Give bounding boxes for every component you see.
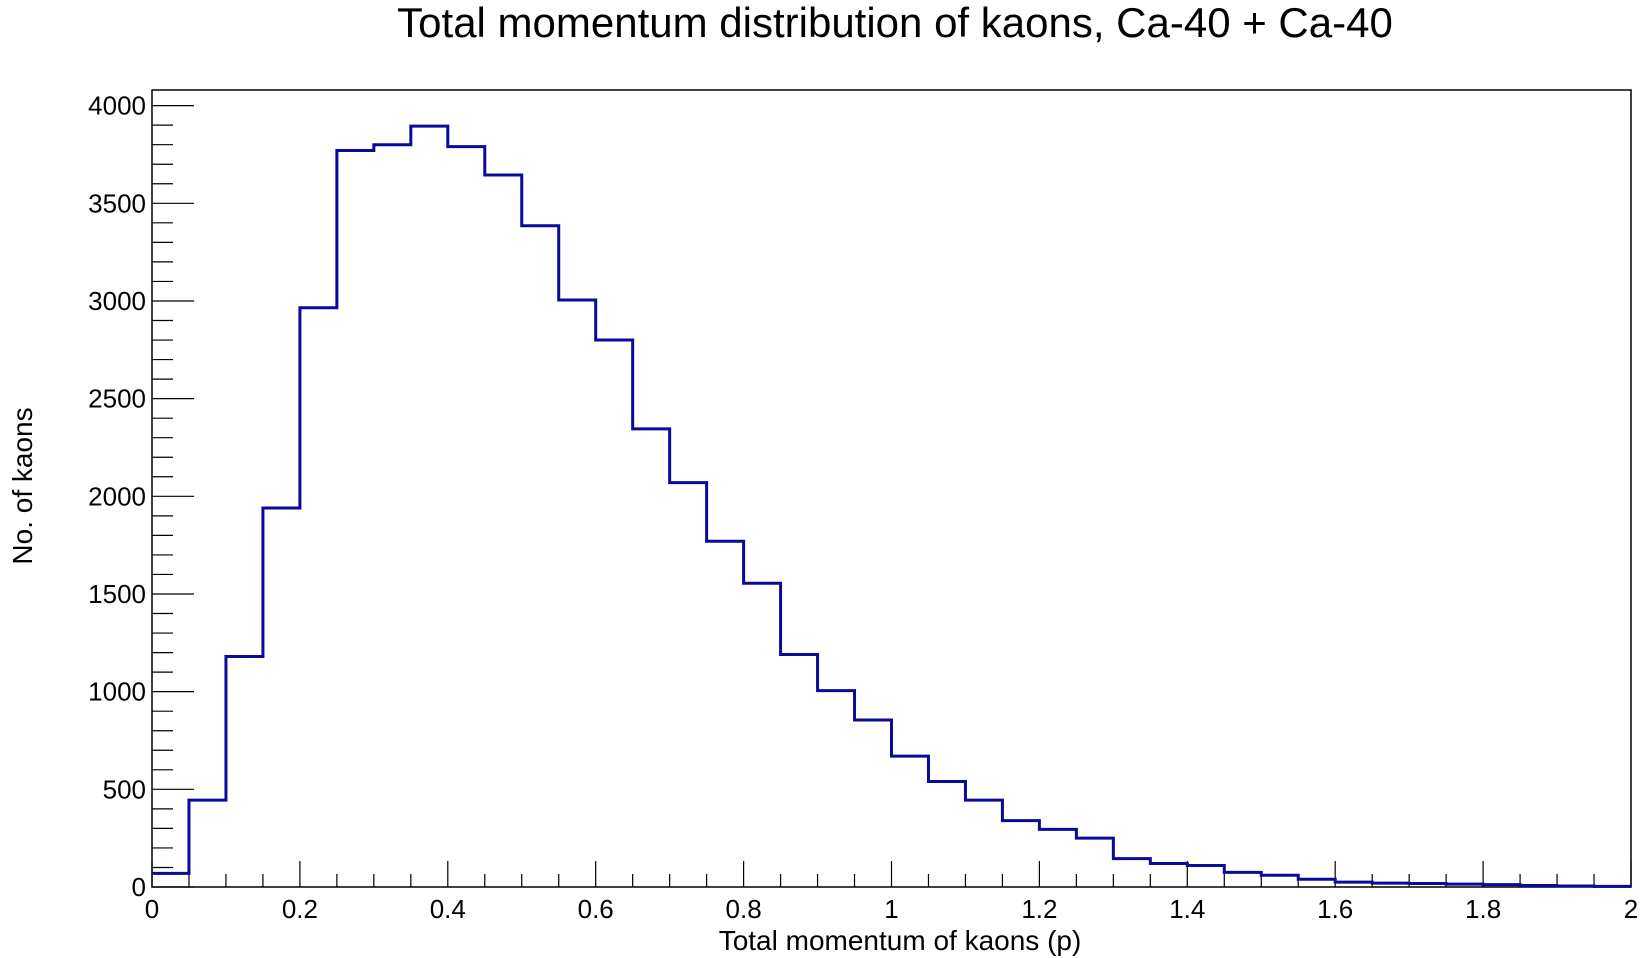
chart-title: Total momentum distribution of kaons, Ca… — [397, 0, 1393, 46]
y-tick-label: 2000 — [88, 481, 146, 511]
y-tick-label: 500 — [103, 774, 146, 804]
major-ticks — [151, 105, 1632, 888]
x-tick-label: 1 — [884, 894, 898, 924]
x-tick-label: 1.6 — [1317, 894, 1353, 924]
x-tick-label: 2 — [1624, 894, 1638, 924]
y-tick-label: 3000 — [88, 286, 146, 316]
x-tick-label: 0.2 — [282, 894, 318, 924]
plot-frame — [151, 89, 1632, 888]
y-tick-label: 2500 — [88, 384, 146, 414]
x-tick-label: 0.6 — [578, 894, 614, 924]
y-tick-label: 1500 — [88, 579, 146, 609]
y-minor-ticks — [152, 124, 173, 869]
x-tick-label: 1.2 — [1021, 894, 1057, 924]
y-tick-label: 1000 — [88, 677, 146, 707]
x-axis-label: Total momentum of kaons (p) — [719, 925, 1082, 956]
x-tick-labels: 0 0.2 0.4 0.6 0.8 1 1.2 1.4 1.6 1.8 2 — [145, 894, 1638, 924]
x-tick-label: 0.8 — [726, 894, 762, 924]
x-tick-label: 0.4 — [430, 894, 466, 924]
y-tick-label: 4000 — [88, 91, 146, 121]
y-tick-labels: 0 500 1000 1500 2000 2500 3000 3500 4000 — [88, 91, 146, 902]
x-tick-label: 1.8 — [1465, 894, 1501, 924]
y-tick-label: 3500 — [88, 188, 146, 218]
y-axis-label: No. of kaons — [7, 407, 38, 564]
x-tick-label: 1.4 — [1169, 894, 1205, 924]
histogram-series-line — [152, 124, 1631, 888]
y-tick-label: 0 — [132, 872, 146, 902]
x-tick-label: 0 — [145, 894, 159, 924]
